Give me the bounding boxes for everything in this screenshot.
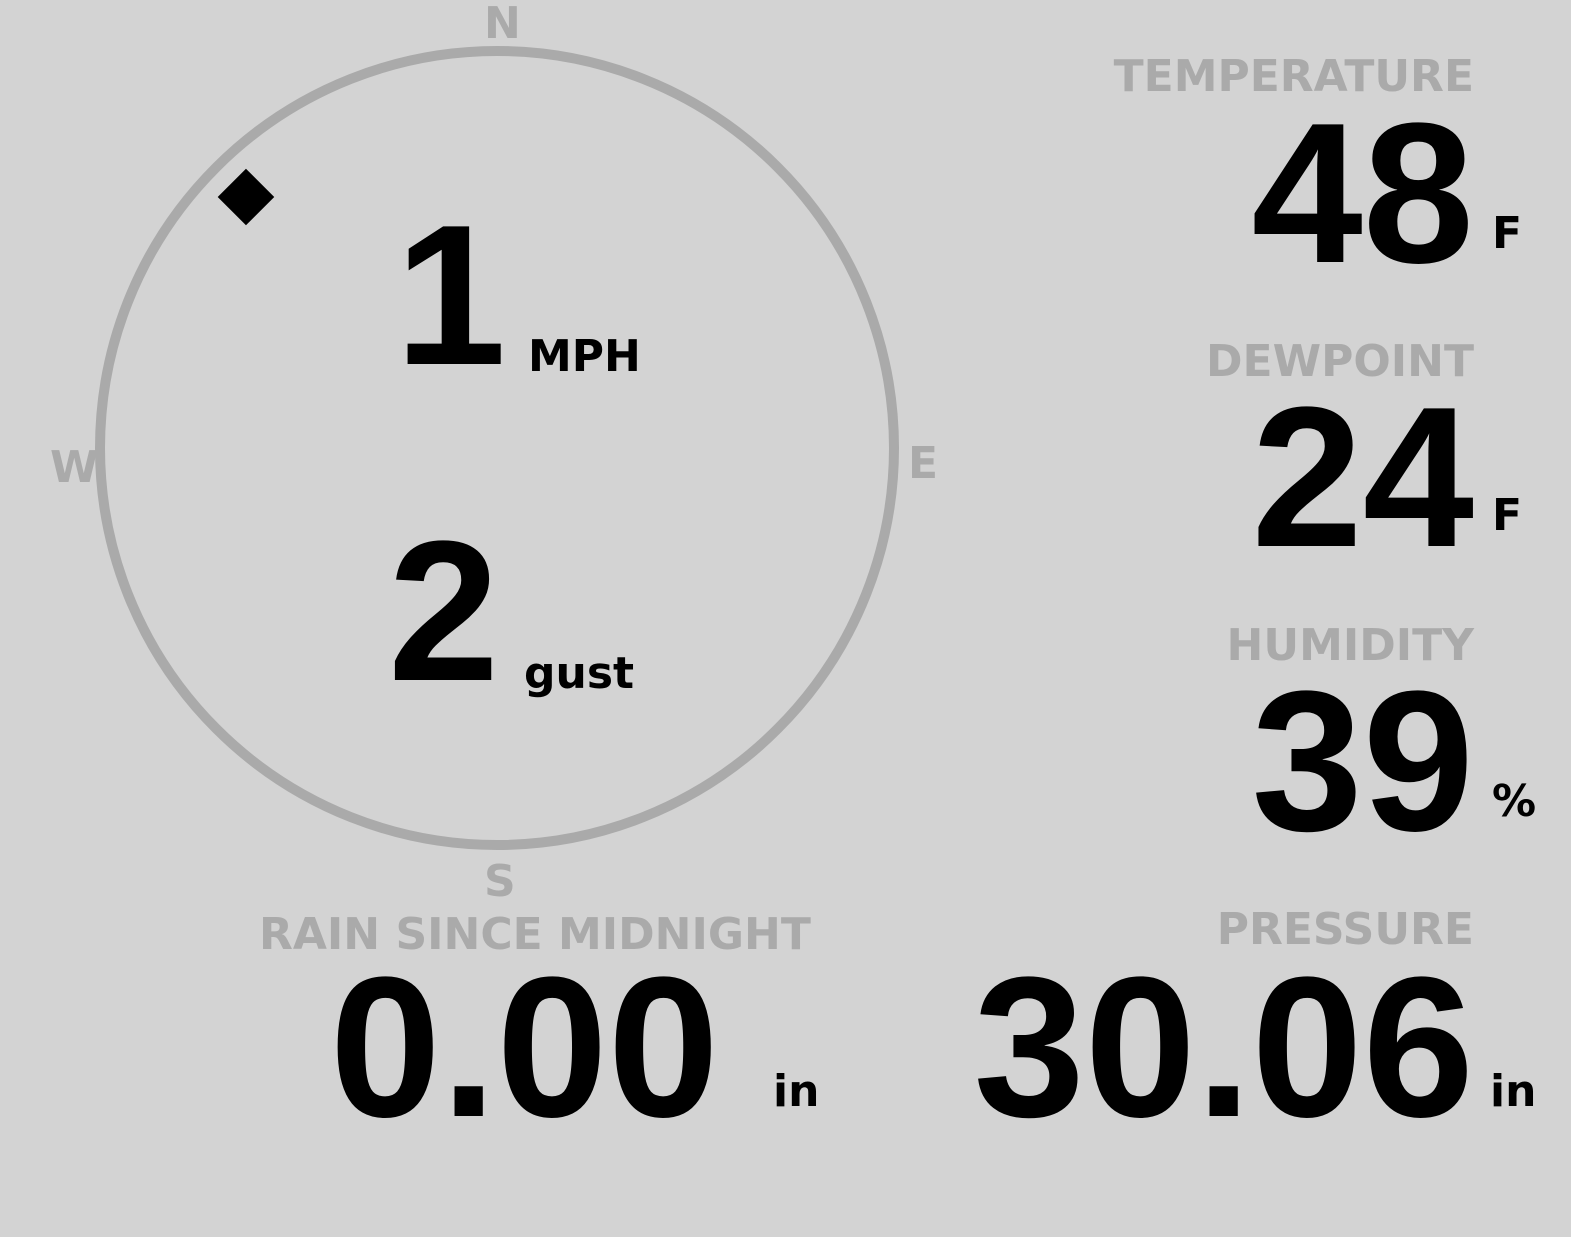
temperature-label: TEMPERATURE <box>1113 51 1474 102</box>
rain-value: 0.00 <box>329 936 719 1159</box>
dewpoint-unit: F <box>1492 490 1523 541</box>
compass-east: E <box>908 438 939 489</box>
wind-direction-marker <box>217 168 275 226</box>
humidity-label: HUMIDITY <box>1226 620 1474 671</box>
humidity-unit: % <box>1492 776 1537 827</box>
humidity-value: 39 <box>1251 650 1474 873</box>
wind-gust-value: 2 <box>388 500 500 723</box>
wind-gust-unit: gust <box>524 648 635 699</box>
pressure-unit: in <box>1490 1066 1537 1117</box>
compass-south: S <box>484 856 516 907</box>
wind-speed-unit: MPH <box>528 331 641 382</box>
temperature-unit: F <box>1492 208 1523 259</box>
temperature-value: 48 <box>1251 82 1474 305</box>
compass-ring <box>95 46 899 850</box>
pressure-label: PRESSURE <box>1216 904 1474 955</box>
rain-label: RAIN SINCE MIDNIGHT <box>259 909 811 960</box>
wind-speed-value: 1 <box>395 184 507 407</box>
dewpoint-label: DEWPOINT <box>1206 336 1474 387</box>
dewpoint-value: 24 <box>1251 366 1474 589</box>
compass-west: W <box>50 442 99 493</box>
pressure-value: 30.06 <box>973 936 1475 1159</box>
rain-unit: in <box>773 1066 820 1117</box>
compass-north: N <box>484 0 521 49</box>
